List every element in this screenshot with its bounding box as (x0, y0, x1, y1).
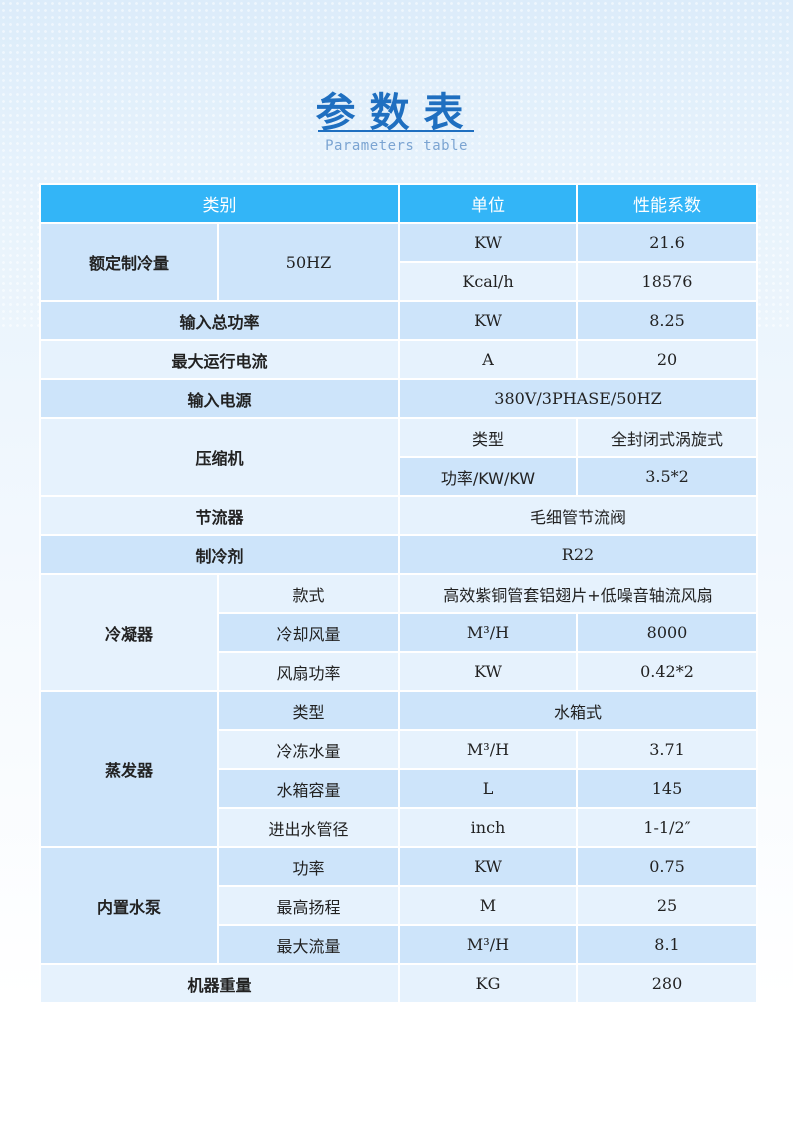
value-cell: 水箱式 (398, 690, 758, 731)
table-row: 冷凝器 款式 高效紫铜管套铝翅片+低噪音轴流风扇 (39, 573, 758, 692)
table-row: 机器重量 KG 280 (39, 963, 758, 1004)
table-row: 最大运行电流 A 20 (39, 339, 758, 380)
unit-cell: KG (398, 963, 578, 1004)
table-row: 额定制冷量 50HZ KW 21.6 (39, 222, 758, 302)
table-row: 进出水管径 inch 1-1/2″ (40, 807, 758, 848)
value-cell: 8.25 (576, 300, 758, 341)
value-cell: 1-1/2″ (576, 807, 758, 848)
table-row: 输入总功率 KW 8.25 (39, 300, 758, 341)
title-underline (318, 130, 474, 132)
row-label: 最大运行电流 (39, 339, 400, 380)
value-cell: 380V/3PHASE/50HZ (398, 378, 758, 419)
table-row: Kcal/h 18576 (40, 261, 758, 302)
row-label: 内置水泵 (39, 846, 219, 965)
value-cell: 3.71 (576, 729, 758, 770)
table-row: 压缩机 类型 全封闭式涡旋式 (39, 417, 758, 497)
row-sublabel: 功率 (217, 846, 400, 887)
unit-cell: M (398, 885, 578, 926)
header-unit: 单位 (398, 183, 578, 224)
value-cell: 全封闭式涡旋式 (576, 417, 758, 458)
row-label: 冷凝器 (39, 573, 219, 692)
table-row: 最大流量 M³/H 8.1 (40, 924, 758, 965)
row-sublabel: 进出水管径 (217, 807, 400, 848)
value-cell: 20 (576, 339, 758, 380)
value-cell: R22 (398, 534, 758, 575)
row-sublabel: 风扇功率 (217, 651, 400, 692)
row-label: 制冷剂 (39, 534, 400, 575)
row-label: 额定制冷量 (39, 222, 219, 302)
parameters-table: 类别 单位 性能系数 额定制冷量 50HZ KW 21.6 Kcal/h 185… (39, 183, 758, 1004)
row-label: 压缩机 (39, 417, 400, 497)
row-sublabel: 50HZ (217, 222, 400, 302)
table-row: 冷却风量 M³/H 8000 (40, 612, 758, 653)
value-cell: 8.1 (576, 924, 758, 965)
unit-cell: KW (398, 300, 578, 341)
value-cell: 280 (576, 963, 758, 1004)
unit-cell: inch (398, 807, 578, 848)
table-row: 风扇功率 KW 0.42*2 (40, 651, 758, 692)
unit-cell: L (398, 768, 578, 809)
page-subtitle: Parameters table (325, 138, 468, 154)
table-row: 功率/KW/KW 3.5*2 (40, 456, 758, 497)
row-sublabel: 款式 (217, 573, 400, 614)
value-cell: 25 (576, 885, 758, 926)
value-cell: 3.5*2 (576, 456, 758, 497)
table-row: 节流器 毛细管节流阀 (39, 495, 758, 536)
table-row: 输入电源 380V/3PHASE/50HZ (39, 378, 758, 419)
value-cell: 145 (576, 768, 758, 809)
value-cell: 21.6 (576, 222, 758, 263)
unit-cell: KW (398, 222, 578, 263)
row-label: 机器重量 (39, 963, 400, 1004)
unit-cell: 功率/KW/KW (398, 456, 578, 497)
page-title: 参数表 (315, 89, 478, 136)
value-cell: 毛细管节流阀 (398, 495, 758, 536)
row-label: 蒸发器 (39, 690, 219, 848)
unit-cell: KW (398, 846, 578, 887)
unit-cell: KW (398, 651, 578, 692)
unit-cell: A (398, 339, 578, 380)
row-label: 输入总功率 (39, 300, 400, 341)
table-row: 制冷剂 R22 (39, 534, 758, 575)
table-row: 蒸发器 类型 水箱式 (39, 690, 758, 848)
table-row: 冷冻水量 M³/H 3.71 (40, 729, 758, 770)
table-header: 类别 单位 性能系数 (39, 183, 758, 224)
table-row: 内置水泵 功率 KW 0.75 (39, 846, 758, 965)
unit-cell: M³/H (398, 924, 578, 965)
value-cell: 8000 (576, 612, 758, 653)
header-category: 类别 (39, 183, 400, 224)
row-sublabel: 最大流量 (217, 924, 400, 965)
row-sublabel: 类型 (217, 690, 400, 731)
value-cell: 高效紫铜管套铝翅片+低噪音轴流风扇 (398, 573, 758, 614)
row-label: 节流器 (39, 495, 400, 536)
table-row: 水箱容量 L 145 (40, 768, 758, 809)
row-label: 输入电源 (39, 378, 400, 419)
header-value: 性能系数 (576, 183, 758, 224)
table-row: 最高扬程 M 25 (40, 885, 758, 926)
unit-cell: M³/H (398, 612, 578, 653)
unit-cell: Kcal/h (398, 261, 578, 302)
value-cell: 0.75 (576, 846, 758, 887)
row-sublabel: 冷却风量 (217, 612, 400, 653)
row-sublabel: 冷冻水量 (217, 729, 400, 770)
unit-cell: M³/H (398, 729, 578, 770)
unit-cell: 类型 (398, 417, 578, 458)
value-cell: 0.42*2 (576, 651, 758, 692)
value-cell: 18576 (576, 261, 758, 302)
row-sublabel: 水箱容量 (217, 768, 400, 809)
row-sublabel: 最高扬程 (217, 885, 400, 926)
